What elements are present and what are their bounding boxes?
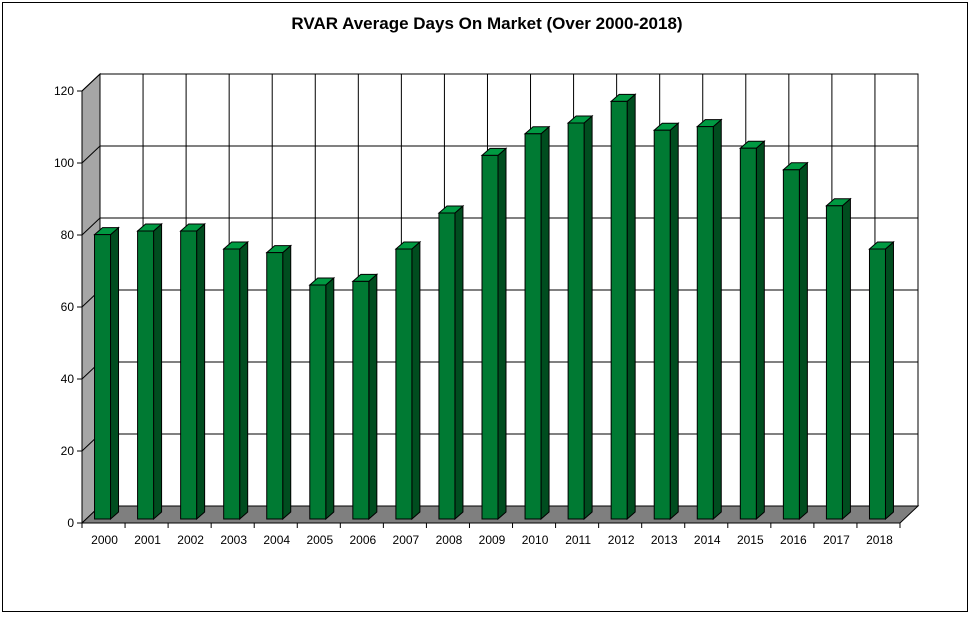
bar-side [669,122,679,521]
bar-side [583,114,593,521]
bar-front [524,133,542,520]
bar-side [282,244,292,521]
bar-side [153,222,163,521]
x-tick-label: 2005 [306,533,333,547]
bar-side [325,276,335,521]
x-tick-label: 2017 [823,533,850,547]
bar-front [739,147,757,520]
bar [695,118,723,521]
y-tick-label: 100 [54,156,74,170]
bar [480,147,508,521]
bar [868,240,895,521]
x-tick-label: 2002 [177,533,204,547]
y-tick-label: 20 [61,444,75,458]
bar-front [395,248,413,520]
bar-side [411,240,421,521]
bar-side [626,93,636,521]
x-tick-label: 2006 [349,533,376,547]
bar [782,161,809,521]
y-tick-label: 80 [61,228,75,242]
x-tick-label: 2004 [263,533,290,547]
y-tick-label: 0 [67,516,74,530]
bar [437,204,465,521]
bar-front [309,284,327,520]
x-tick-label: 2011 [565,533,591,547]
y-tick-label: 40 [61,372,75,386]
x-tick-label: 2003 [220,533,247,547]
y-tick-label: 120 [54,84,74,98]
bar-front [696,126,714,520]
bar [566,114,594,521]
chart-title: RVAR Average Days On Market (Over 2000-2… [291,14,683,33]
x-tick-label: 2015 [737,533,764,547]
bar-front [180,230,198,520]
bar-side [110,226,120,521]
bar-front [567,122,585,520]
bar-side [841,197,851,521]
bar [179,222,206,521]
bar [652,122,680,521]
bar-side [196,222,206,521]
x-tick-label: 2008 [436,533,463,547]
gridline-y [81,217,918,236]
bars [93,93,895,521]
bar-side [798,161,808,521]
bar [825,197,852,521]
bar-front [352,280,370,520]
bar-front [223,248,241,520]
gridline-y [81,73,918,92]
bar-front [782,169,800,520]
bar [136,222,163,521]
bar-side [454,204,464,521]
x-tick-label: 2009 [479,533,506,547]
bar [609,93,637,521]
bar-side [540,125,550,521]
bar-front [438,212,456,520]
bar-front [94,234,112,520]
bar-side [712,118,722,521]
bar [93,226,120,521]
bar-side [755,140,765,521]
bar [265,244,293,521]
bar-front [610,100,628,520]
bar-side [884,240,894,521]
bar-side [368,273,378,521]
bar-front [825,205,843,520]
x-tick-label: 2013 [651,533,678,547]
bar [394,240,422,521]
bar-front [653,129,671,520]
bar-side [497,147,507,521]
x-tick-label: 2016 [780,533,807,547]
gridline-y [81,145,918,164]
bar [222,240,250,521]
bar [523,125,551,521]
bar-front [266,252,284,520]
x-tick-label: 2010 [522,533,549,547]
x-tick-label: 2018 [866,533,893,547]
x-tick-label: 2000 [91,533,118,547]
bar-front [481,154,499,520]
bar-front [137,230,155,520]
bar [308,276,336,521]
bar-side [239,240,249,521]
x-tick-label: 2001 [134,533,161,547]
x-tick-label: 2014 [694,533,721,547]
y-tick-label: 60 [61,300,75,314]
x-axis-ticks: 2000 2001 2002 2003 2004 2005 2006 2007 2008 2009… [81,523,901,547]
x-tick-label: 2007 [393,533,420,547]
bar-front [868,248,886,520]
bar [738,140,766,521]
bar [351,273,379,521]
y-axis-ticks: 0 20 40 60 80 100 120 [54,84,83,530]
x-tick-label: 2012 [608,533,635,547]
